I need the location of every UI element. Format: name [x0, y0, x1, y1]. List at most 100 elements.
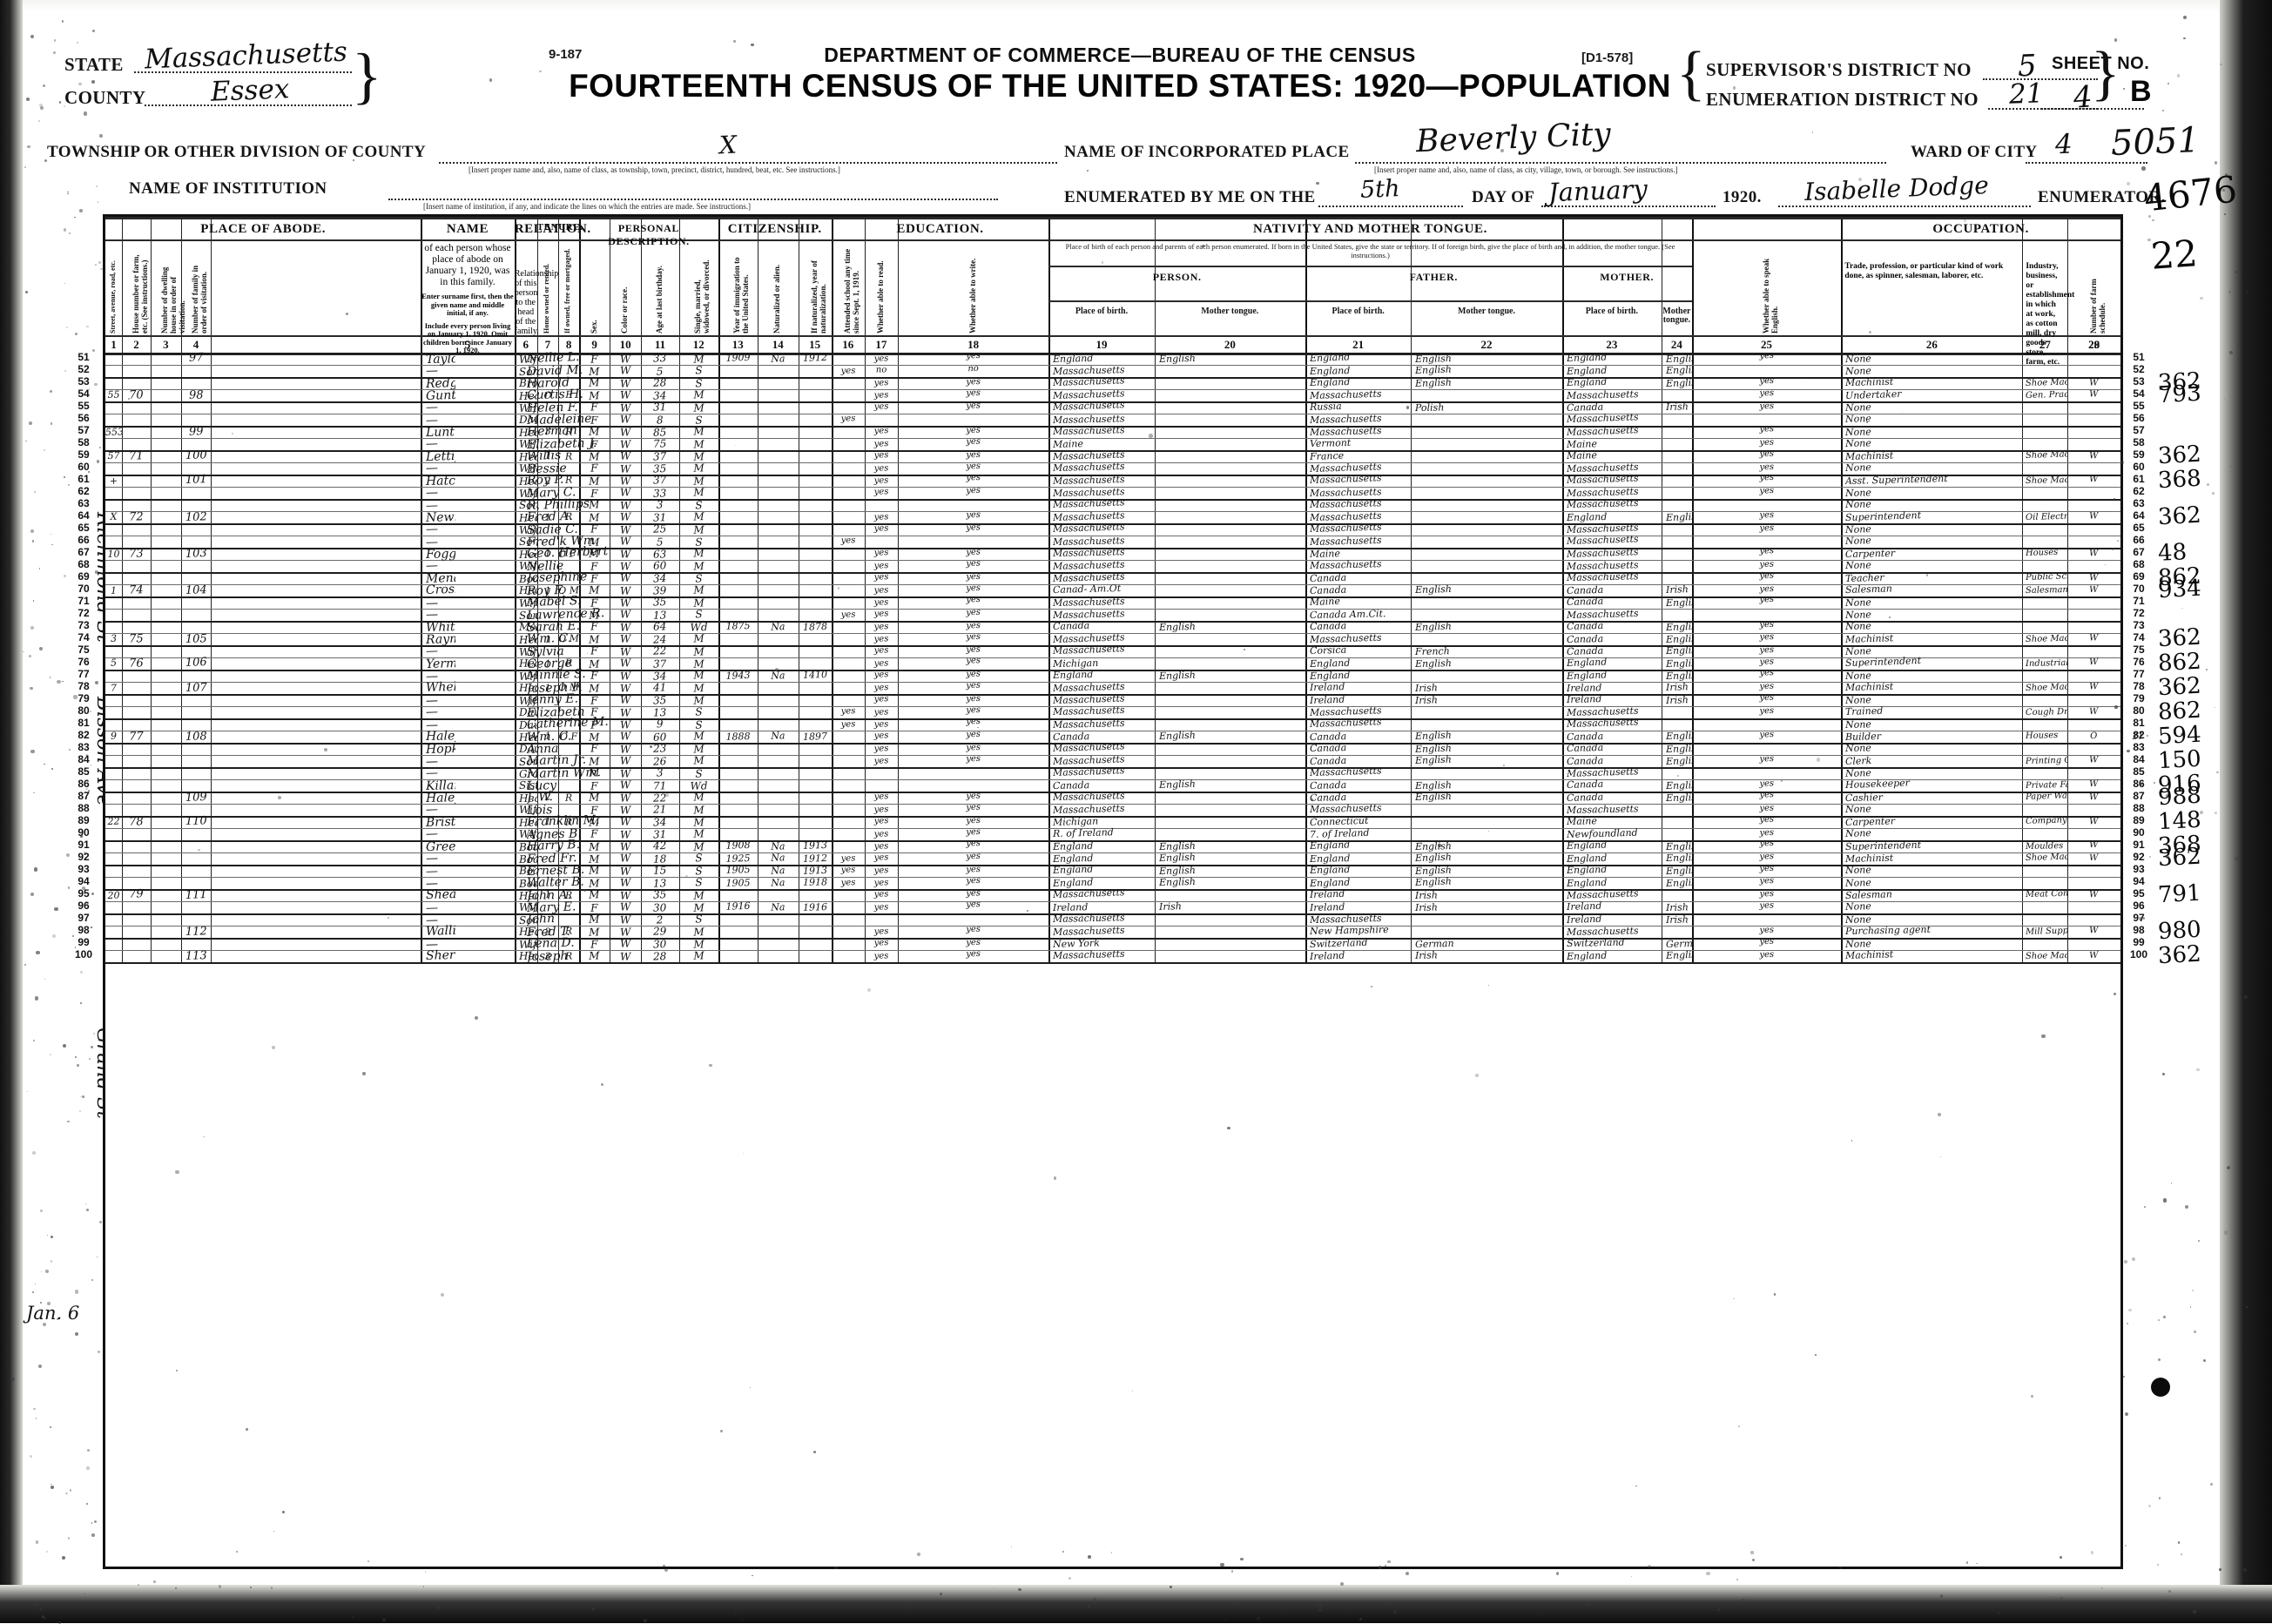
- column-number: 7: [544, 338, 551, 351]
- cell-read: yes: [873, 731, 889, 742]
- cell-mpob: Massachusetts: [1566, 545, 1639, 560]
- scan-speck: [2224, 398, 2226, 400]
- table-header-rule: [105, 335, 2120, 337]
- row-number-left: 65: [78, 522, 90, 534]
- cell-read: yes: [873, 852, 889, 864]
- cell-sex: F: [590, 644, 598, 657]
- scan-speck: [2125, 1412, 2129, 1416]
- cell-race: W: [619, 669, 631, 683]
- cell-mpob: Massachusetts: [1566, 423, 1639, 438]
- scan-speck: [352, 1616, 354, 1619]
- column-group-title: NATIVITY AND MOTHER TONGUE.: [1253, 222, 1488, 236]
- row-number-right: 60: [2133, 461, 2145, 473]
- scan-speck: [2116, 540, 2119, 542]
- cell-marital: M: [692, 949, 705, 962]
- scan-speck: [2148, 855, 2151, 859]
- scan-speck: [41, 1614, 44, 1618]
- scan-speck: [1868, 330, 1871, 334]
- cell-street: 9: [110, 730, 118, 743]
- scan-speck: [88, 470, 91, 473]
- scan-speck: [86, 1466, 90, 1470]
- scan-speck: [1406, 1571, 1410, 1575]
- scan-speck: [54, 907, 58, 912]
- table-row-divider: [105, 743, 2120, 745]
- cell-sex: M: [589, 840, 600, 853]
- scan-speck: [742, 1152, 744, 1154]
- scan-speck: [2222, 189, 2226, 192]
- cell-race: W: [619, 584, 631, 597]
- scan-speck: [1964, 219, 1966, 222]
- enumeration-district-value: 21: [2008, 77, 2045, 111]
- column-number: 28: [2088, 338, 2100, 351]
- row-number-left: 72: [78, 607, 90, 619]
- scan-speck: [83, 852, 87, 855]
- cell-imm: 1875: [725, 620, 751, 633]
- scan-speck: [1541, 1613, 1544, 1615]
- cell-own: R: [564, 950, 573, 962]
- scan-speck: [665, 792, 670, 797]
- cell-fam: 97: [188, 352, 204, 366]
- cell-surname: Haley: [426, 730, 456, 744]
- cell-ind: Cough Drive Co.: [2026, 706, 2068, 718]
- cell-mmt: Irish: [1665, 681, 1689, 694]
- scan-speck: [1370, 986, 1372, 988]
- cell-race: W: [619, 413, 631, 426]
- scan-speck: [664, 1568, 668, 1572]
- scan-speck: [2206, 482, 2209, 486]
- table-column-divider: [1154, 217, 1156, 962]
- cell-marital: M: [692, 486, 705, 499]
- cell-ind: Shoe Machinery Co.: [2026, 681, 2068, 693]
- cell-natyear: 1912: [802, 352, 827, 365]
- column-number: 19: [1096, 338, 1108, 351]
- row-number-right: 63: [2133, 497, 2145, 509]
- table-row-divider: [105, 706, 2120, 707]
- cell-race: W: [619, 364, 631, 377]
- table-header-rule: [105, 217, 2120, 219]
- row-number-right: 99: [2133, 936, 2145, 948]
- cell-emp: W: [2089, 682, 2099, 692]
- table-row-divider: [105, 877, 2120, 878]
- scan-speck: [2237, 1540, 2239, 1542]
- cell-sex: M: [589, 925, 600, 939]
- cell-fam: 109: [185, 791, 207, 805]
- cell-marital: M: [692, 632, 705, 645]
- nativity-subcolumn-header: Place of birth.: [1585, 307, 1638, 316]
- row-number-left: 71: [78, 595, 90, 607]
- cell-street: 20: [107, 889, 120, 901]
- scan-speck: [79, 970, 83, 974]
- scan-speck: [1386, 1602, 1390, 1606]
- scan-speck: [1256, 1617, 1260, 1621]
- cell-sex: M: [589, 498, 600, 511]
- scan-speck: [2228, 290, 2231, 293]
- cell-ind: Meat Company: [2026, 888, 2068, 900]
- cell-mmt: English: [1665, 778, 1692, 792]
- cell-race: W: [619, 937, 631, 951]
- cell-surname: —: [426, 401, 439, 414]
- scan-speck: [34, 491, 36, 493]
- cell-natyear: 1918: [802, 876, 827, 889]
- table-row-divider: [105, 487, 2120, 488]
- cell-marital: M: [692, 547, 705, 560]
- scan-speck: [245, 1428, 248, 1432]
- institution-rule: [388, 199, 998, 200]
- cell-relation: Grandson: [518, 766, 537, 780]
- row-number-right: 71: [2133, 595, 2145, 607]
- scan-speck: [80, 1095, 82, 1097]
- table-row-divider: [105, 499, 2120, 501]
- scan-speck: [2168, 82, 2170, 84]
- table-row[interactable]: 97 Taylor Nellie L. Wife F W 33 M 1909 Na 1912 yes y…: [105, 351, 2120, 366]
- scan-speck: [1631, 1576, 1633, 1578]
- scan-speck: [2229, 351, 2233, 354]
- row-number-left: 99: [78, 936, 90, 948]
- enumerated-day-rule: [1318, 206, 1463, 207]
- cell-mmt: English: [1665, 949, 1692, 962]
- cell-age: 75: [653, 437, 667, 451]
- cell-marital: M: [692, 791, 705, 804]
- row-number-left: 79: [78, 692, 90, 704]
- cell-sex: F: [590, 669, 598, 683]
